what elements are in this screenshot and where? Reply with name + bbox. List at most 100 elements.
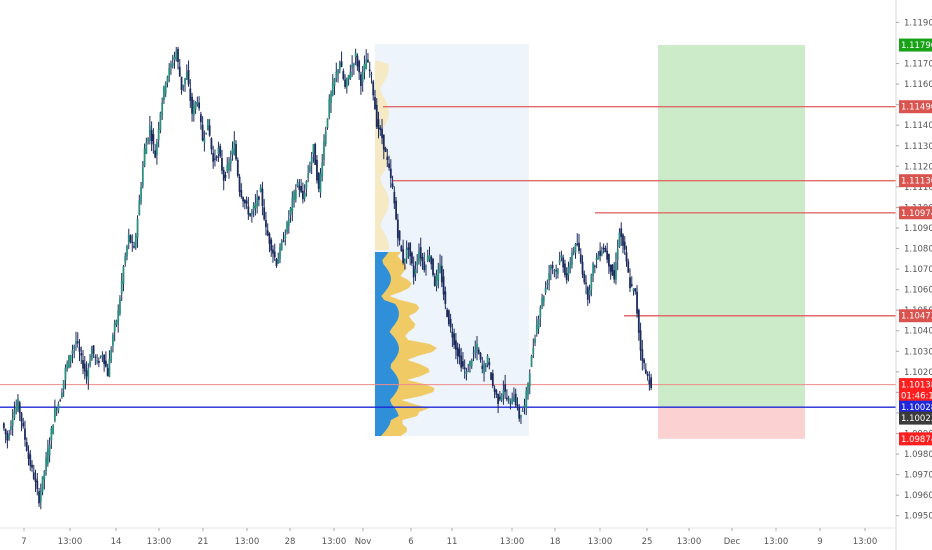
price-tick-label: 1.11100 [904, 183, 932, 193]
candle-body [644, 369, 647, 374]
candle-body [564, 263, 566, 275]
candle-body [296, 182, 299, 186]
candle-body [421, 256, 424, 262]
candle-body [611, 264, 614, 276]
candle-body [314, 143, 317, 165]
candle-body [85, 370, 88, 377]
candle-body [10, 426, 12, 431]
candle-body [17, 398, 19, 410]
candle-body [469, 361, 471, 366]
candle-body [604, 248, 607, 253]
candle-body [442, 276, 445, 295]
candle-body [592, 263, 594, 276]
candle-body [226, 165, 229, 172]
candle-body [470, 359, 473, 367]
candle-body [600, 251, 603, 255]
candle-body [340, 61, 343, 68]
candle-body [562, 257, 565, 268]
candle-body [138, 200, 141, 216]
candle-body [316, 159, 318, 181]
candle-body [337, 69, 339, 74]
price-tick-label: 1.10400 [904, 327, 932, 337]
candle-body [509, 398, 512, 401]
candle-body [104, 360, 107, 367]
candle-body [632, 288, 635, 291]
candle-body [321, 161, 324, 177]
candle-body [94, 356, 97, 358]
time-tick-label: 25 [642, 537, 653, 547]
candle-body [338, 62, 341, 70]
candle-body [541, 298, 543, 307]
time-tick-label: 13:00 [58, 537, 83, 547]
price-tag-stop-bg [899, 432, 932, 446]
candle-body [349, 71, 352, 79]
candle-body [495, 390, 498, 395]
price-tick-label: 1.11400 [904, 121, 932, 131]
candle-body [608, 253, 610, 267]
candle-body [643, 359, 645, 364]
candle-body [287, 218, 290, 226]
candle-body [425, 266, 427, 268]
candle-body [171, 62, 174, 66]
candle-body [13, 411, 16, 419]
candle-body [477, 349, 480, 354]
candle-body [453, 333, 456, 346]
candle-body [177, 48, 179, 62]
candle-body [298, 185, 301, 190]
time-tick-label: 28 [285, 537, 296, 547]
candle-body [154, 150, 157, 158]
candle-body [648, 379, 651, 385]
candle-body [301, 190, 304, 200]
candle-body [553, 270, 556, 272]
candle-body [574, 244, 577, 253]
candle-body [375, 104, 378, 127]
candle-body [360, 74, 362, 87]
candle-body [497, 394, 500, 405]
candle-body [374, 97, 376, 110]
candle-body [622, 234, 624, 246]
candle-body [129, 235, 132, 242]
level-tag-1.10974: 1.10974 [901, 209, 932, 219]
candle-body [312, 144, 315, 155]
candle-body [456, 347, 459, 356]
candle-body [368, 69, 371, 72]
time-axis[interactable]: 7 13:00 14 13:00 21 13:00 28 13:00 Nov 6 11 13:00 18… [0, 527, 896, 547]
horizontal-levels[interactable] [0, 106, 896, 408]
candle-body [579, 254, 582, 262]
candle-body [113, 323, 116, 332]
time-tick-label: 13:00 [147, 537, 172, 547]
candle-body [266, 230, 269, 236]
candle-body [279, 246, 281, 259]
candle-body [542, 296, 545, 302]
candle-body [398, 230, 401, 241]
candle-body [178, 66, 181, 77]
candle-body [467, 371, 470, 373]
candle-body [252, 205, 255, 211]
candle-body [229, 159, 232, 164]
candle-body [191, 96, 193, 114]
candle-body [428, 255, 431, 260]
candle-body [152, 133, 155, 145]
price-tag-target: 1.11790 [901, 41, 932, 51]
candle-body [92, 345, 95, 354]
candle-body [576, 243, 579, 245]
candle-body [294, 190, 297, 199]
candle-body [185, 72, 188, 80]
candle-body [379, 127, 382, 130]
candle-body [245, 200, 248, 204]
candle-body [258, 196, 260, 200]
candle-body [163, 86, 165, 101]
candle-body [82, 360, 84, 369]
candle-body [358, 61, 361, 73]
candle-body [523, 405, 526, 408]
time-tick-label: 7 [21, 537, 26, 547]
time-tick-label: 21 [198, 537, 209, 547]
candle-body [530, 355, 533, 367]
time-tick-label: 18 [550, 537, 561, 547]
candle-body [286, 222, 288, 233]
price-tag-marker: 1.10023 [901, 414, 932, 424]
candle-body [537, 319, 540, 329]
candle-body [483, 363, 485, 374]
